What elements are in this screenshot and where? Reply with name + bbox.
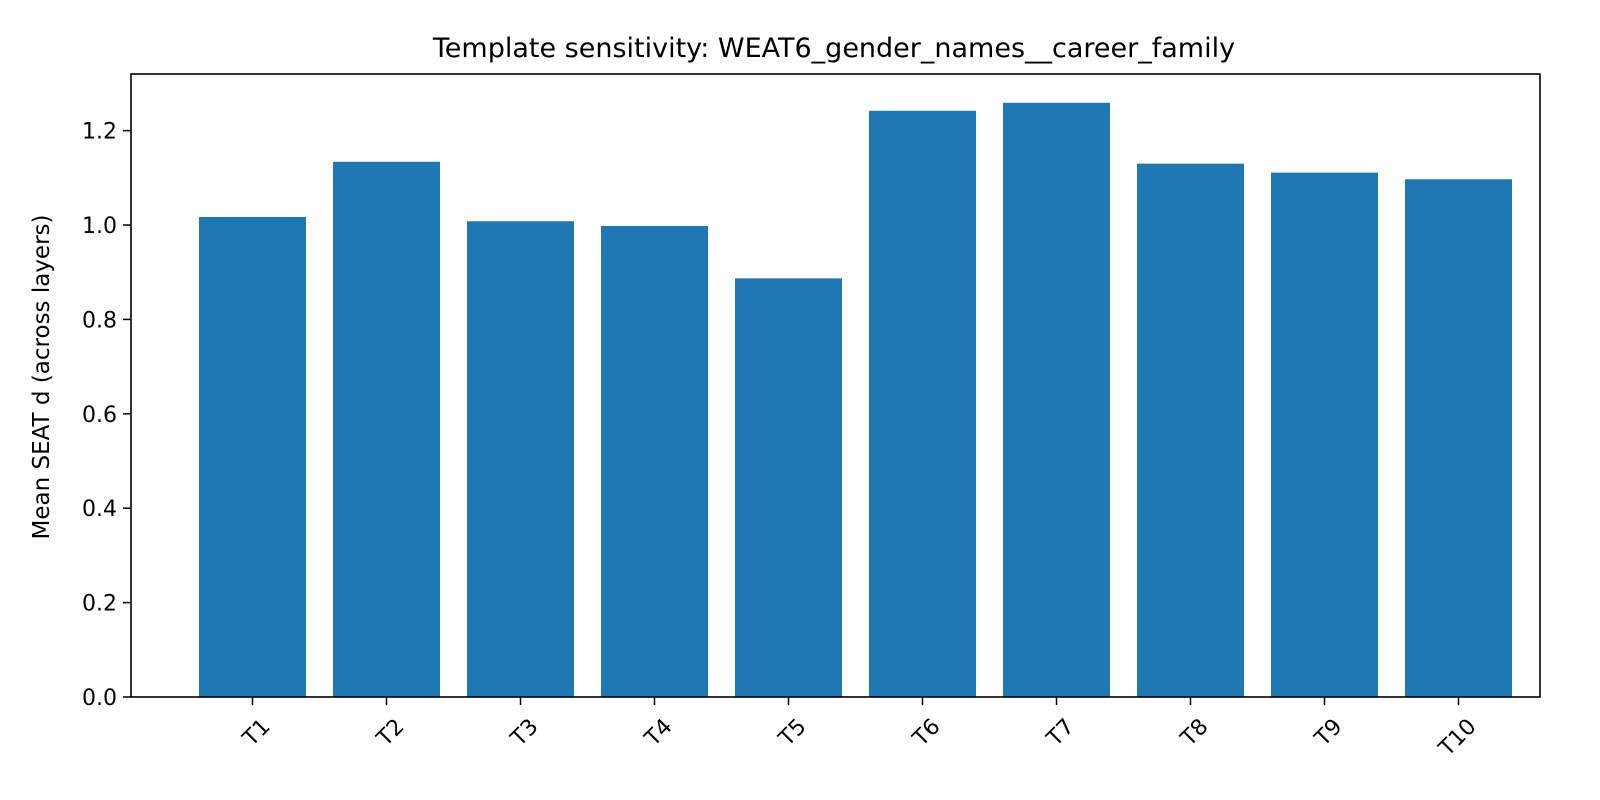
bar-t10 [1405, 179, 1512, 697]
bar-t1 [199, 217, 306, 697]
bar-t4 [601, 225, 708, 697]
plot-frame [130, 73, 1541, 698]
chart-title: Template sensitivity: WEAT6_gender_names… [432, 33, 1235, 64]
y-axis-title: Mean SEAT d (across layers) [29, 215, 55, 540]
x-tick-label-t7: T7 [1042, 714, 1080, 752]
y-tick-label: 0.8 [82, 308, 117, 333]
x-tick-label-t1: T1 [238, 714, 276, 752]
bar-t2 [333, 161, 440, 698]
x-tick-label-t5: T5 [774, 714, 812, 752]
x-tick-label-t9: T9 [1310, 714, 1348, 752]
x-tick-label-t10: T10 [1434, 714, 1482, 762]
y-tick-label: 0.6 [82, 403, 117, 428]
y-tick-label: 0.2 [82, 592, 117, 617]
bar-t5 [735, 278, 842, 697]
y-tick-label: 1.0 [82, 214, 117, 239]
y-axis: 0.0 0.2 0.4 0.6 0.8 1.0 1.2 [82, 120, 131, 711]
x-axis: T1 T2 T3 T4 T5 T6 T7 T8 T9 T10 [238, 697, 1482, 762]
x-tick-label-t6: T6 [908, 714, 946, 752]
y-tick-label: 0.0 [82, 686, 117, 711]
bar-t7 [1003, 102, 1110, 698]
bar-t9 [1271, 172, 1378, 697]
x-tick-label-t2: T2 [372, 714, 410, 752]
x-tick-label-t3: T3 [506, 714, 544, 752]
bars-group [199, 102, 1512, 698]
x-tick-label-t8: T8 [1176, 714, 1214, 752]
y-tick-label: 1.2 [82, 120, 117, 145]
bar-t3 [467, 221, 574, 697]
y-tick-label: 0.4 [82, 497, 117, 522]
bar-t8 [1137, 163, 1244, 698]
bar-t6 [869, 110, 976, 697]
x-tick-label-t4: T4 [640, 714, 678, 752]
